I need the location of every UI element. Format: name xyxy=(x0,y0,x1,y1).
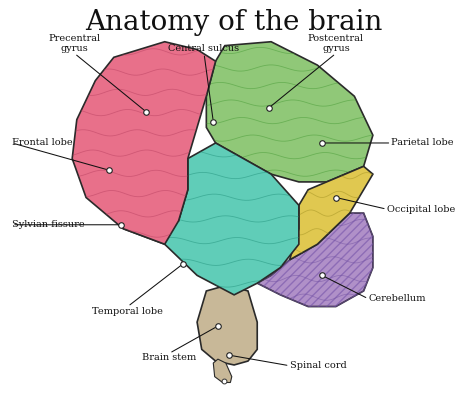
Text: Sylvian fissure: Sylvian fissure xyxy=(12,220,85,229)
Polygon shape xyxy=(206,42,373,182)
Text: Frontal lobe: Frontal lobe xyxy=(12,139,73,147)
Polygon shape xyxy=(290,166,373,260)
Polygon shape xyxy=(72,42,216,244)
Text: Central sulcus: Central sulcus xyxy=(168,44,239,53)
Polygon shape xyxy=(290,166,373,260)
Text: Brain stem: Brain stem xyxy=(142,353,196,362)
Text: Postcentral
gyrus: Postcentral gyrus xyxy=(308,34,364,53)
Polygon shape xyxy=(213,359,232,382)
Text: Anatomy of the brain: Anatomy of the brain xyxy=(85,9,383,36)
Polygon shape xyxy=(206,42,373,182)
Text: Precentral
gyrus: Precentral gyrus xyxy=(48,34,100,53)
Text: Cerebellum: Cerebellum xyxy=(368,294,426,303)
Text: Spinal cord: Spinal cord xyxy=(290,361,346,370)
Polygon shape xyxy=(257,213,373,307)
Polygon shape xyxy=(72,42,216,244)
Text: Occipital lobe: Occipital lobe xyxy=(387,205,455,214)
Polygon shape xyxy=(197,287,257,365)
Text: Temporal lobe: Temporal lobe xyxy=(92,307,163,316)
Polygon shape xyxy=(123,143,299,295)
Text: Parietal lobe: Parietal lobe xyxy=(392,139,454,147)
Polygon shape xyxy=(123,143,299,295)
Polygon shape xyxy=(257,213,373,307)
